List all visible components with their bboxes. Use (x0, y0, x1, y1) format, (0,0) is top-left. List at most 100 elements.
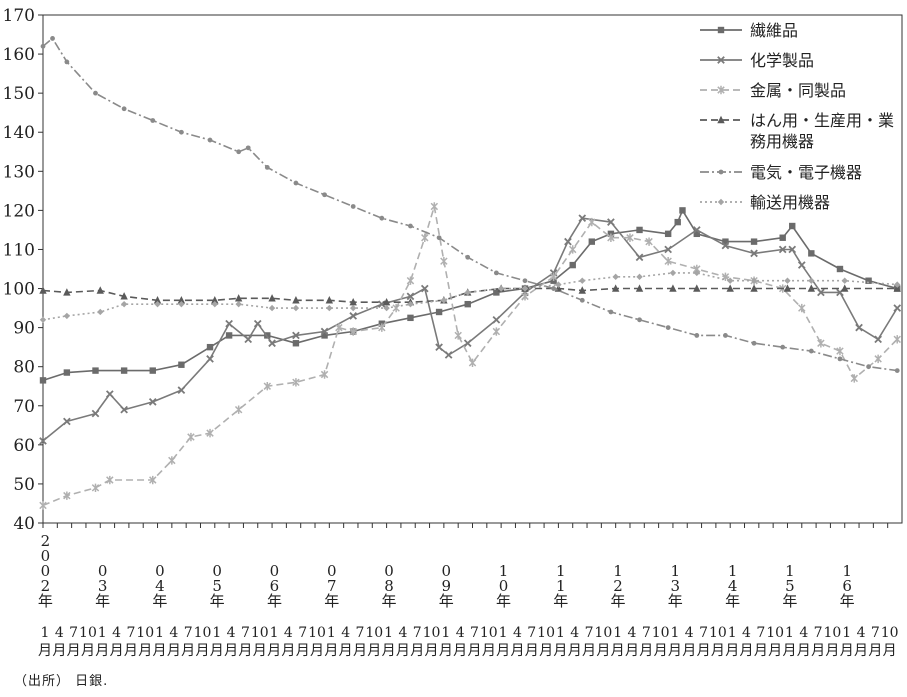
x-month-suffix: 月 (868, 643, 882, 659)
data-point (378, 323, 386, 332)
x-month-suffix: 月 (310, 643, 324, 659)
x-month-suffix: 月 (224, 643, 238, 659)
data-point (894, 281, 901, 288)
data-point (350, 204, 356, 209)
data-point (788, 245, 797, 254)
data-point (564, 237, 572, 246)
x-month-label: 1 (842, 625, 851, 641)
x-month-label: 4 (456, 625, 465, 641)
x-month-label: 1 (327, 625, 336, 641)
x-month-label: 1 (212, 625, 221, 641)
x-year-suffix: 年 (152, 592, 167, 610)
x-year-label: 1 (613, 562, 623, 580)
x-month-suffix: 月 (582, 643, 596, 659)
data-point (645, 237, 653, 246)
x-month-suffix: 月 (697, 643, 711, 659)
x-month-label: 10 (136, 625, 154, 641)
x-month-label: 7 (470, 625, 479, 641)
data-point (268, 294, 276, 302)
x-month-label: 7 (184, 625, 193, 641)
y-tick-label: 130 (3, 162, 35, 182)
x-year-suffix: 年 (210, 592, 225, 610)
data-point (50, 36, 55, 41)
x-month-label: 10 (79, 625, 97, 641)
data-point (807, 284, 816, 292)
x-month-suffix: 月 (52, 643, 66, 659)
data-point (464, 289, 471, 296)
x-year-suffix: 年 (668, 592, 683, 610)
data-point (234, 294, 243, 302)
x-month-label: 7 (356, 625, 365, 641)
x-month-suffix: 月 (639, 643, 653, 659)
x-month-suffix: 月 (195, 643, 209, 659)
y-tick-label: 160 (3, 45, 35, 65)
y-tick-label: 170 (3, 6, 35, 26)
data-point (750, 249, 758, 258)
data-point (607, 233, 615, 242)
x-year-suffix: 年 (38, 592, 53, 610)
data-point (669, 269, 677, 277)
x-year-label: 4 (155, 577, 165, 595)
data-point (635, 284, 644, 292)
x-month-suffix: 月 (138, 643, 152, 659)
data-point (120, 367, 128, 374)
x-month-label: 10 (251, 625, 269, 641)
data-point (636, 273, 643, 281)
legend-marker (717, 115, 725, 124)
data-point (694, 333, 700, 338)
legend-label: 金属・同製品 (750, 81, 846, 100)
data-point (39, 437, 47, 445)
data-point (63, 369, 71, 376)
data-point (750, 277, 758, 284)
data-point (105, 390, 114, 398)
data-point (798, 303, 806, 313)
x-year-label: 3 (671, 577, 681, 595)
y-tick-label: 40 (13, 514, 35, 534)
data-point (177, 386, 186, 394)
data-point (454, 331, 462, 340)
data-point (693, 284, 701, 292)
data-point (178, 129, 184, 135)
data-point (874, 354, 882, 364)
x-month-suffix: 月 (396, 643, 410, 659)
x-year-label: 0 (41, 562, 51, 580)
data-point (874, 335, 882, 344)
data-point (522, 278, 528, 284)
data-point (421, 233, 429, 242)
x-year-label: 2 (41, 577, 51, 595)
x-month-label: 4 (398, 625, 407, 641)
x-month-suffix: 月 (854, 643, 868, 659)
data-point (292, 340, 300, 347)
x-month-suffix: 月 (167, 643, 181, 659)
data-point (722, 238, 729, 245)
x-month-label: 10 (537, 625, 555, 641)
x-year-suffix: 年 (496, 592, 511, 610)
x-month-suffix: 月 (510, 643, 524, 659)
data-point (150, 118, 156, 123)
x-year-label: 0 (327, 562, 337, 580)
data-point (268, 304, 276, 312)
data-point (206, 428, 214, 438)
data-point (463, 339, 472, 348)
x-month-suffix: 月 (253, 643, 267, 659)
x-month-label: 7 (527, 625, 536, 641)
data-point (263, 382, 272, 391)
data-point (492, 327, 501, 336)
x-year-label: 1 (556, 562, 566, 580)
data-point (636, 226, 643, 234)
x-month-label: 10 (365, 625, 383, 641)
x-year-label: 7 (327, 577, 337, 595)
x-month-label: 7 (69, 625, 78, 641)
x-month-label: 10 (308, 625, 326, 641)
x-month-label: 7 (126, 625, 135, 641)
data-point (893, 304, 902, 312)
legend-marker (717, 85, 725, 95)
x-month-suffix: 月 (482, 643, 496, 659)
data-point (39, 286, 47, 294)
x-year-suffix: 年 (553, 592, 568, 610)
y-tick-label: 100 (3, 280, 35, 300)
data-point (721, 241, 730, 250)
data-point (149, 475, 157, 485)
data-point (383, 304, 390, 312)
data-point (407, 314, 414, 322)
